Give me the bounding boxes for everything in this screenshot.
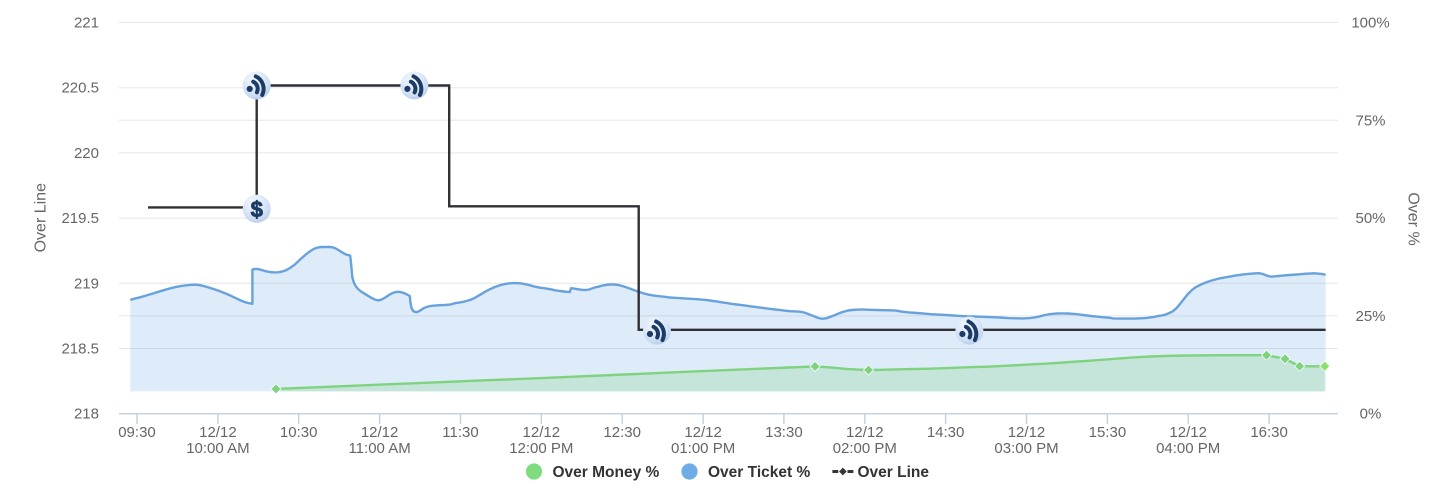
svg-text:10:30: 10:30 xyxy=(280,424,318,441)
svg-text:11:30: 11:30 xyxy=(442,424,478,441)
svg-text:50%: 50% xyxy=(1355,210,1385,227)
svg-text:12/12: 12/12 xyxy=(1169,424,1207,441)
svg-text:218: 218 xyxy=(74,406,99,423)
svg-text:100%: 100% xyxy=(1351,15,1389,32)
svg-text:10:00 AM: 10:00 AM xyxy=(186,440,249,457)
svg-text:Over %: Over % xyxy=(1405,192,1422,245)
svg-text:219: 219 xyxy=(74,275,99,292)
svg-text:15:30: 15:30 xyxy=(1089,424,1127,441)
svg-text:25%: 25% xyxy=(1355,308,1385,325)
svg-text:04:00 PM: 04:00 PM xyxy=(1156,440,1220,457)
svg-text:01:00 PM: 01:00 PM xyxy=(671,440,735,457)
svg-text:12:30: 12:30 xyxy=(603,424,641,441)
svg-text:02:00 PM: 02:00 PM xyxy=(833,440,897,457)
svg-text:220.5: 220.5 xyxy=(61,80,99,97)
svg-text:219.5: 219.5 xyxy=(61,210,99,227)
svg-text:221: 221 xyxy=(74,15,99,32)
svg-text:14:30: 14:30 xyxy=(927,424,965,441)
svg-text:12/12: 12/12 xyxy=(1008,424,1046,441)
svg-text:218.5: 218.5 xyxy=(61,341,99,358)
svg-text:12/12: 12/12 xyxy=(361,424,399,441)
svg-text:220: 220 xyxy=(74,145,99,162)
svg-text:16:30: 16:30 xyxy=(1250,424,1288,441)
svg-text:12:00 PM: 12:00 PM xyxy=(509,440,573,457)
svg-text:12/12: 12/12 xyxy=(199,424,237,441)
svg-text:12/12: 12/12 xyxy=(846,424,884,441)
svg-text:Over Line: Over Line xyxy=(858,464,930,481)
svg-text:Over Ticket %: Over Ticket % xyxy=(708,464,810,481)
svg-text:Over Money %: Over Money % xyxy=(553,464,660,481)
svg-text:12/12: 12/12 xyxy=(684,424,722,441)
svg-text:0%: 0% xyxy=(1360,406,1382,423)
svg-text:03:00 PM: 03:00 PM xyxy=(994,440,1058,457)
svg-text:09:30: 09:30 xyxy=(118,424,156,441)
svg-text:75%: 75% xyxy=(1355,112,1385,129)
svg-text:Over Line: Over Line xyxy=(33,183,50,252)
svg-text:12/12: 12/12 xyxy=(523,424,561,441)
svg-text:13:30: 13:30 xyxy=(765,424,803,441)
svg-text:11:00 AM: 11:00 AM xyxy=(348,440,410,457)
